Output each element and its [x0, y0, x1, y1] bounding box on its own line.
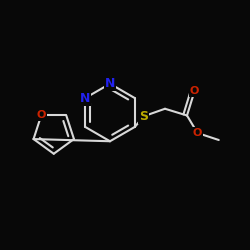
Text: S: S: [139, 110, 148, 123]
Text: O: O: [190, 86, 199, 96]
Text: N: N: [105, 77, 115, 90]
Text: O: O: [36, 110, 46, 120]
Text: O: O: [193, 128, 202, 138]
Text: N: N: [80, 92, 90, 104]
